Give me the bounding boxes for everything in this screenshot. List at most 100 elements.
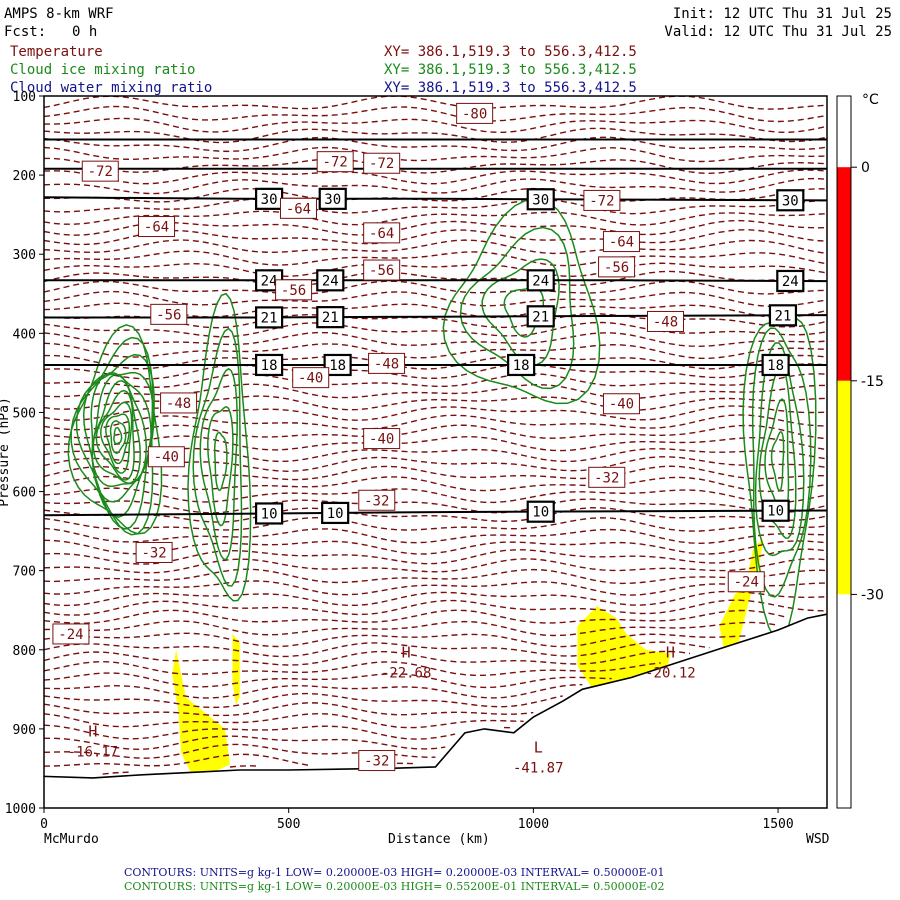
terrain-fill <box>44 614 827 808</box>
shaded-region-1 <box>232 633 240 706</box>
temperature-contour <box>44 620 779 637</box>
theta-label-box <box>526 269 555 292</box>
temperature-contour <box>44 683 583 699</box>
theta-label-box <box>323 353 352 377</box>
temperature-contour <box>44 650 691 666</box>
extremum-marker: H <box>402 644 411 662</box>
cloud-ice-contour <box>82 371 155 518</box>
theta-label: 10 <box>532 505 549 521</box>
x-right-label: WSD <box>806 832 830 847</box>
temperature-contour <box>44 146 827 163</box>
temperature-contour <box>44 702 534 717</box>
y-tick-label: 100 <box>13 90 36 105</box>
temperature-label-box <box>275 279 313 301</box>
y-tick-label: 300 <box>13 248 36 263</box>
temperature-contour <box>44 117 827 134</box>
cloud-ice-contour <box>187 292 252 602</box>
theta-label-box <box>768 304 798 327</box>
field-label-cloud-water: Cloud water mixing ratio <box>10 80 213 96</box>
theta-label-box <box>255 502 284 525</box>
y-tick-label: 600 <box>13 486 36 501</box>
theta-label: 24 <box>532 273 549 289</box>
temperature-label: -56 <box>604 260 629 276</box>
temperature-label-box <box>52 623 90 645</box>
temperature-contour <box>44 660 661 676</box>
extremum-value: -20.12 <box>645 666 696 682</box>
cloud-ice-contour <box>199 367 238 561</box>
valid-time: Valid: 12 UTC Thu 31 Jul 25 <box>664 24 892 40</box>
theta-label-box <box>526 500 555 523</box>
theta-label-box <box>776 189 805 212</box>
temperature-label: -40 <box>609 397 634 413</box>
temperature-label: -72 <box>88 164 113 180</box>
temperature-contour <box>44 363 827 380</box>
temperature-contour <box>44 270 827 287</box>
theta-label-box <box>321 501 350 525</box>
field-xy-cloud-water: XY= 386.1,519.3 to 556.3,412.5 <box>384 80 637 96</box>
cloud-ice-contour <box>442 198 601 405</box>
temperature-contour <box>44 250 827 267</box>
footer-contours-ice: CONTOURS: UNITS=g kg-1 LOW= 0.20000E-03 … <box>124 880 665 893</box>
temperature-contour <box>44 105 827 123</box>
temperature-contour <box>44 672 612 689</box>
cloud-ice-contour <box>105 413 131 465</box>
y-tick-label: 1000 <box>5 802 36 817</box>
temperature-label: -64 <box>286 201 311 217</box>
temperature-contour <box>44 590 827 607</box>
temperature-label-box <box>583 189 621 211</box>
temperature-label: -64 <box>144 220 169 236</box>
colorbar-band-1 <box>837 167 851 381</box>
temperature-contour <box>44 609 788 625</box>
temperature-label-box <box>135 541 173 563</box>
theta-label-box <box>776 269 805 293</box>
extremum-value: -41.87 <box>513 761 564 777</box>
colorbar-unit: °C <box>862 92 879 108</box>
temperature-contour <box>44 342 827 359</box>
footer-contours-water: CONTOURS: UNITS=g kg-1 LOW= 0.20000E-03 … <box>124 866 665 879</box>
temperature-label: -80 <box>462 106 487 122</box>
theta-label-box <box>318 187 347 210</box>
extremum-value: -16.17 <box>68 745 119 761</box>
cloud-ice-contour <box>758 366 797 539</box>
temperature-label-box <box>363 222 401 244</box>
temperature-label-box <box>358 750 396 772</box>
cloud-ice-contour <box>770 430 785 492</box>
temperature-label-box <box>602 393 640 415</box>
colorbar-label: 0 <box>861 160 870 176</box>
y-axis-title: Pressure (hPa) <box>0 397 12 507</box>
extremum-marker: H <box>88 723 97 741</box>
theta-label: 24 <box>782 274 799 290</box>
colorbar-label: -15 <box>861 374 884 390</box>
theta-label-box <box>526 188 555 211</box>
temperature-contour <box>44 136 827 153</box>
temperature-contour <box>44 599 827 616</box>
temperature-label: -72 <box>323 155 348 171</box>
x-tick-label: 0 <box>40 817 48 832</box>
y-tick-label: 400 <box>13 327 36 342</box>
temperature-label-box <box>160 392 198 414</box>
cloud-ice-contour <box>91 374 148 488</box>
theta-line-24 <box>44 279 827 283</box>
temperature-label: -40 <box>298 371 323 387</box>
cloud-ice-contour <box>75 353 155 530</box>
temperature-label: -56 <box>281 283 306 299</box>
temperature-label: -32 <box>594 470 619 486</box>
temperature-contour <box>44 568 827 585</box>
temperature-contour <box>44 424 827 440</box>
shaded-region-0 <box>172 649 230 773</box>
theta-label: 30 <box>261 192 278 208</box>
plot-frame <box>43 95 828 809</box>
cloud-ice-contour <box>113 426 123 445</box>
temperature-label-box <box>316 151 354 173</box>
cloud-ice-contour <box>95 389 135 481</box>
cloud-ice-contour <box>90 372 152 503</box>
theta-label-box <box>316 269 345 292</box>
terrain-outline <box>43 613 828 779</box>
cloud-ice-contour <box>459 226 575 390</box>
temperature-contour <box>44 539 827 555</box>
theta-label: 30 <box>324 192 341 208</box>
temperature-contour <box>44 331 827 348</box>
theta-label-box <box>255 353 284 377</box>
temperature-label-box <box>602 231 640 253</box>
temperature-contour <box>44 506 827 523</box>
